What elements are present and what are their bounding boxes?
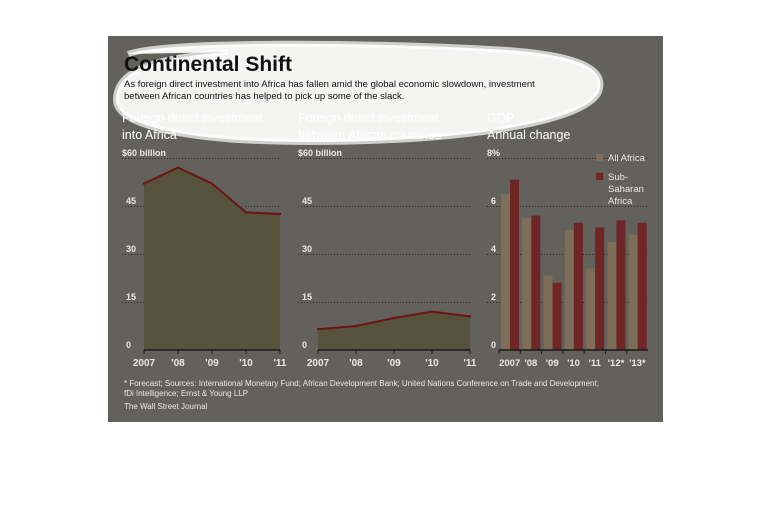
- legend-swatch: [596, 173, 603, 180]
- bar-sub-saharan: [595, 227, 605, 350]
- bar-all-africa: [607, 242, 617, 350]
- headline-subtitle: As foreign direct investment into Africa…: [124, 79, 535, 90]
- bar-sub-saharan: [531, 215, 541, 350]
- source-note: fDi Intelligence; Ernst & Young LLP: [124, 389, 248, 398]
- source-note: * Forecast; Sources: International Monet…: [124, 379, 599, 388]
- y-tick-label: 0: [491, 340, 496, 350]
- x-tick-label: 2007: [133, 358, 156, 369]
- headline-title: Continental Shift: [124, 53, 292, 76]
- chart-title: GDP: [487, 111, 514, 125]
- y-tick-label: 8%: [487, 148, 500, 158]
- y-tick-label: 0: [126, 340, 131, 350]
- x-tick-label: '11: [274, 358, 287, 369]
- chart-title: Annual change: [487, 128, 570, 142]
- y-tick-label: $60 billion: [298, 148, 342, 158]
- y-tick-label: 30: [302, 244, 312, 254]
- x-tick-label: '13*: [629, 358, 646, 369]
- x-tick-label: '10: [425, 358, 439, 369]
- data-point: [176, 166, 180, 169]
- x-tick-label: '09: [387, 358, 401, 369]
- x-tick-label: '12*: [608, 358, 625, 369]
- data-point: [468, 315, 472, 318]
- bar-sub-saharan: [552, 282, 562, 350]
- y-tick-label: 0: [302, 340, 307, 350]
- legend-label: Saharan: [608, 184, 644, 195]
- bar-all-africa: [501, 194, 510, 350]
- data-point: [354, 324, 358, 328]
- y-tick-label: 30: [126, 244, 136, 254]
- chart-title: Foreign direct investment: [298, 111, 439, 125]
- y-tick-label: 6: [491, 196, 496, 206]
- y-tick-label: 2: [491, 292, 496, 302]
- chart-title: into Africa: [122, 128, 177, 142]
- headline-subtitle: between African countries has helped to …: [124, 91, 404, 102]
- y-tick-label: $60 billion: [122, 148, 166, 158]
- bar-all-africa: [628, 234, 638, 350]
- bar-sub-saharan: [616, 220, 626, 350]
- x-tick-label: 2007: [307, 358, 330, 369]
- x-tick-label: '08: [349, 358, 363, 369]
- legend-label: Sub-: [608, 172, 628, 183]
- legend-swatch: [596, 154, 603, 161]
- publisher-credit: The Wall Street Journal: [124, 402, 208, 411]
- data-point: [392, 316, 396, 320]
- data-point: [430, 310, 434, 313]
- legend-label: All Africa: [608, 153, 646, 164]
- bar-sub-saharan: [637, 222, 647, 350]
- bar-sub-saharan: [510, 179, 519, 350]
- x-tick-label: '11: [464, 358, 477, 369]
- bar-all-africa: [543, 275, 553, 350]
- headline-highlight: [112, 40, 604, 146]
- x-tick-label: '11: [589, 358, 602, 369]
- x-tick-label: '09: [205, 358, 219, 369]
- y-tick-label: 15: [126, 292, 136, 302]
- y-tick-label: 45: [126, 196, 136, 206]
- chart-title: between African countries: [298, 128, 441, 142]
- bar-all-africa: [522, 218, 532, 350]
- bar-all-africa: [564, 230, 574, 350]
- x-tick-label: '10: [239, 358, 253, 369]
- data-point: [316, 328, 320, 331]
- x-tick-label: 2007: [499, 358, 520, 369]
- data-point: [278, 212, 282, 216]
- infographic-canvas: Continental Shift As foreign direct inves…: [108, 36, 663, 422]
- chart-title: Foreign direct investment: [122, 111, 263, 125]
- y-tick-label: 45: [302, 196, 312, 206]
- bar-sub-saharan: [573, 222, 583, 350]
- bar-all-africa: [586, 268, 596, 350]
- x-tick-label: '08: [171, 358, 185, 369]
- area-fill: [318, 311, 470, 350]
- infographic: Continental Shift As foreign direct inves…: [108, 36, 663, 422]
- x-tick-label: '08: [525, 358, 538, 369]
- y-tick-label: 15: [302, 292, 312, 302]
- x-tick-label: '09: [546, 358, 559, 369]
- data-point: [210, 182, 214, 185]
- y-tick-label: 4: [491, 244, 496, 254]
- data-point: [244, 211, 248, 214]
- x-tick-label: '10: [567, 358, 580, 369]
- legend-label: Africa: [608, 196, 633, 207]
- data-point: [142, 182, 146, 185]
